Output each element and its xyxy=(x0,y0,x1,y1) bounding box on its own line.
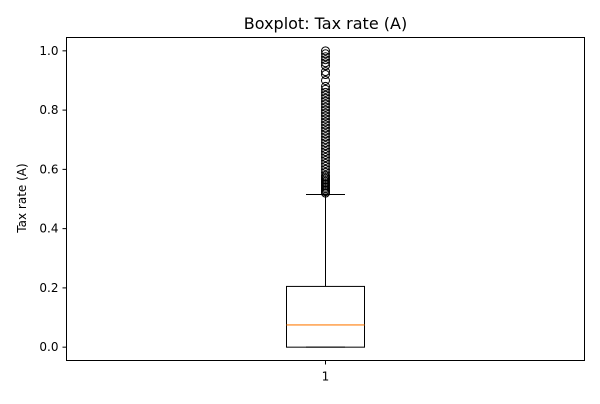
outlier-point xyxy=(321,132,330,142)
outlier-point xyxy=(321,126,330,136)
outlier-point xyxy=(321,55,330,65)
iqr-box xyxy=(286,285,365,348)
y-tick-label: 0.0 xyxy=(39,340,58,354)
outlier-point xyxy=(321,105,330,115)
outlier-point xyxy=(321,117,330,127)
outlier-point xyxy=(321,150,330,160)
outlier-point xyxy=(321,155,330,165)
outlier-point xyxy=(321,138,330,148)
outlier-point xyxy=(321,144,330,154)
outlier-point xyxy=(321,84,330,94)
outlier-point xyxy=(321,164,330,174)
outlier-point xyxy=(321,170,330,180)
outlier-point xyxy=(321,81,330,91)
axes-frame xyxy=(66,37,585,361)
outlier-point xyxy=(321,49,330,59)
outlier-point xyxy=(321,58,330,68)
outlier-point xyxy=(321,93,330,103)
outlier-point xyxy=(321,70,330,80)
outlier-point xyxy=(321,120,330,130)
outlier-point xyxy=(321,135,330,145)
x-tick-label: 1 xyxy=(322,370,330,384)
outlier-point xyxy=(321,90,330,100)
outlier-point xyxy=(321,99,330,109)
outlier-point xyxy=(321,108,330,118)
outlier-point xyxy=(321,102,330,112)
outlier-point xyxy=(321,153,330,163)
outlier-point xyxy=(321,111,330,121)
y-tick-label: 1.0 xyxy=(39,44,58,58)
y-tick-label: 0.6 xyxy=(39,162,58,176)
outlier-point xyxy=(321,161,330,171)
outlier-point xyxy=(321,61,330,71)
outlier-point xyxy=(321,75,330,85)
outlier-point xyxy=(321,167,330,177)
y-tick-label: 0.2 xyxy=(39,281,58,295)
outlier-point xyxy=(321,87,330,97)
outlier-point xyxy=(321,52,330,62)
y-tick-label: 0.8 xyxy=(39,103,58,117)
y-axis-label: Tax rate (A) xyxy=(15,163,29,233)
outlier-point xyxy=(321,141,330,151)
outlier-point xyxy=(321,158,330,168)
outlier-point xyxy=(321,123,330,133)
outlier-point xyxy=(321,46,330,56)
outlier-point xyxy=(321,96,330,106)
outlier-point xyxy=(321,67,330,77)
outlier-point xyxy=(321,114,330,124)
plot-area: 0.0 0.2 0.4 0.6 0.8 1.0 1 xyxy=(39,44,365,384)
y-tick-label: 0.4 xyxy=(39,222,58,236)
outlier-point xyxy=(321,147,330,157)
outlier-point xyxy=(321,129,330,139)
chart-title: Boxplot: Tax rate (A) xyxy=(244,14,407,33)
